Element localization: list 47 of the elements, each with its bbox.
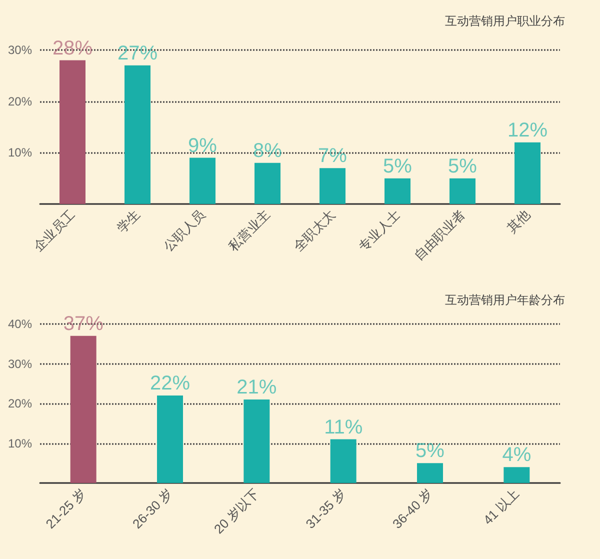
data-label: 11% (324, 416, 363, 438)
bar (514, 142, 540, 204)
bar (254, 162, 280, 204)
bar (70, 336, 96, 483)
x-tick-label: 20 岁以下 (211, 486, 262, 537)
data-label: 27% (117, 42, 158, 64)
bar (330, 439, 356, 483)
x-tick-label: 其他 (504, 206, 533, 236)
data-label: 28% (52, 37, 93, 60)
data-label: 5% (383, 155, 412, 178)
data-label: 5% (416, 440, 445, 462)
data-label: 37% (63, 312, 104, 335)
data-label: 4% (502, 444, 532, 466)
data-label: 21% (236, 376, 277, 399)
x-tick-label: 公职人员 (160, 206, 208, 254)
x-tick-label: 企业员工 (30, 206, 78, 254)
y-tick-label: 10% (8, 436, 32, 450)
y-tick-label: 10% (8, 146, 32, 160)
x-tick-label: 41 以上 (480, 486, 522, 528)
data-label: 12% (507, 119, 548, 142)
data-label: 5% (448, 155, 478, 178)
bar (450, 178, 476, 204)
bar (60, 60, 86, 204)
bar (157, 396, 183, 483)
x-tick-label: 学生 (114, 206, 143, 236)
bar (190, 158, 216, 204)
bar (124, 65, 150, 204)
y-tick-label: 30% (8, 356, 32, 371)
data-label: 8% (253, 140, 282, 162)
data-label: 9% (188, 134, 218, 157)
bar (244, 400, 270, 483)
bar (417, 463, 443, 483)
y-tick-label: 20% (8, 396, 32, 410)
y-tick-label: 20% (8, 94, 32, 108)
x-tick-label: 私营业主 (225, 206, 273, 254)
chart-title: 互动营销用户年龄分布 (445, 293, 565, 307)
x-tick-label: 自由职业者 (411, 206, 468, 264)
x-tick-label: 全职太太 (290, 206, 338, 254)
bar (504, 467, 530, 483)
bar (384, 178, 410, 204)
data-label: 7% (318, 145, 348, 168)
data-label: 22% (150, 372, 190, 395)
bar (320, 168, 346, 204)
y-tick-label: 30% (8, 43, 32, 57)
y-tick-label: 40% (8, 317, 32, 331)
x-tick-label: 专业人士 (355, 206, 403, 254)
chart-title: 互动营销用户职业分布 (445, 14, 565, 28)
